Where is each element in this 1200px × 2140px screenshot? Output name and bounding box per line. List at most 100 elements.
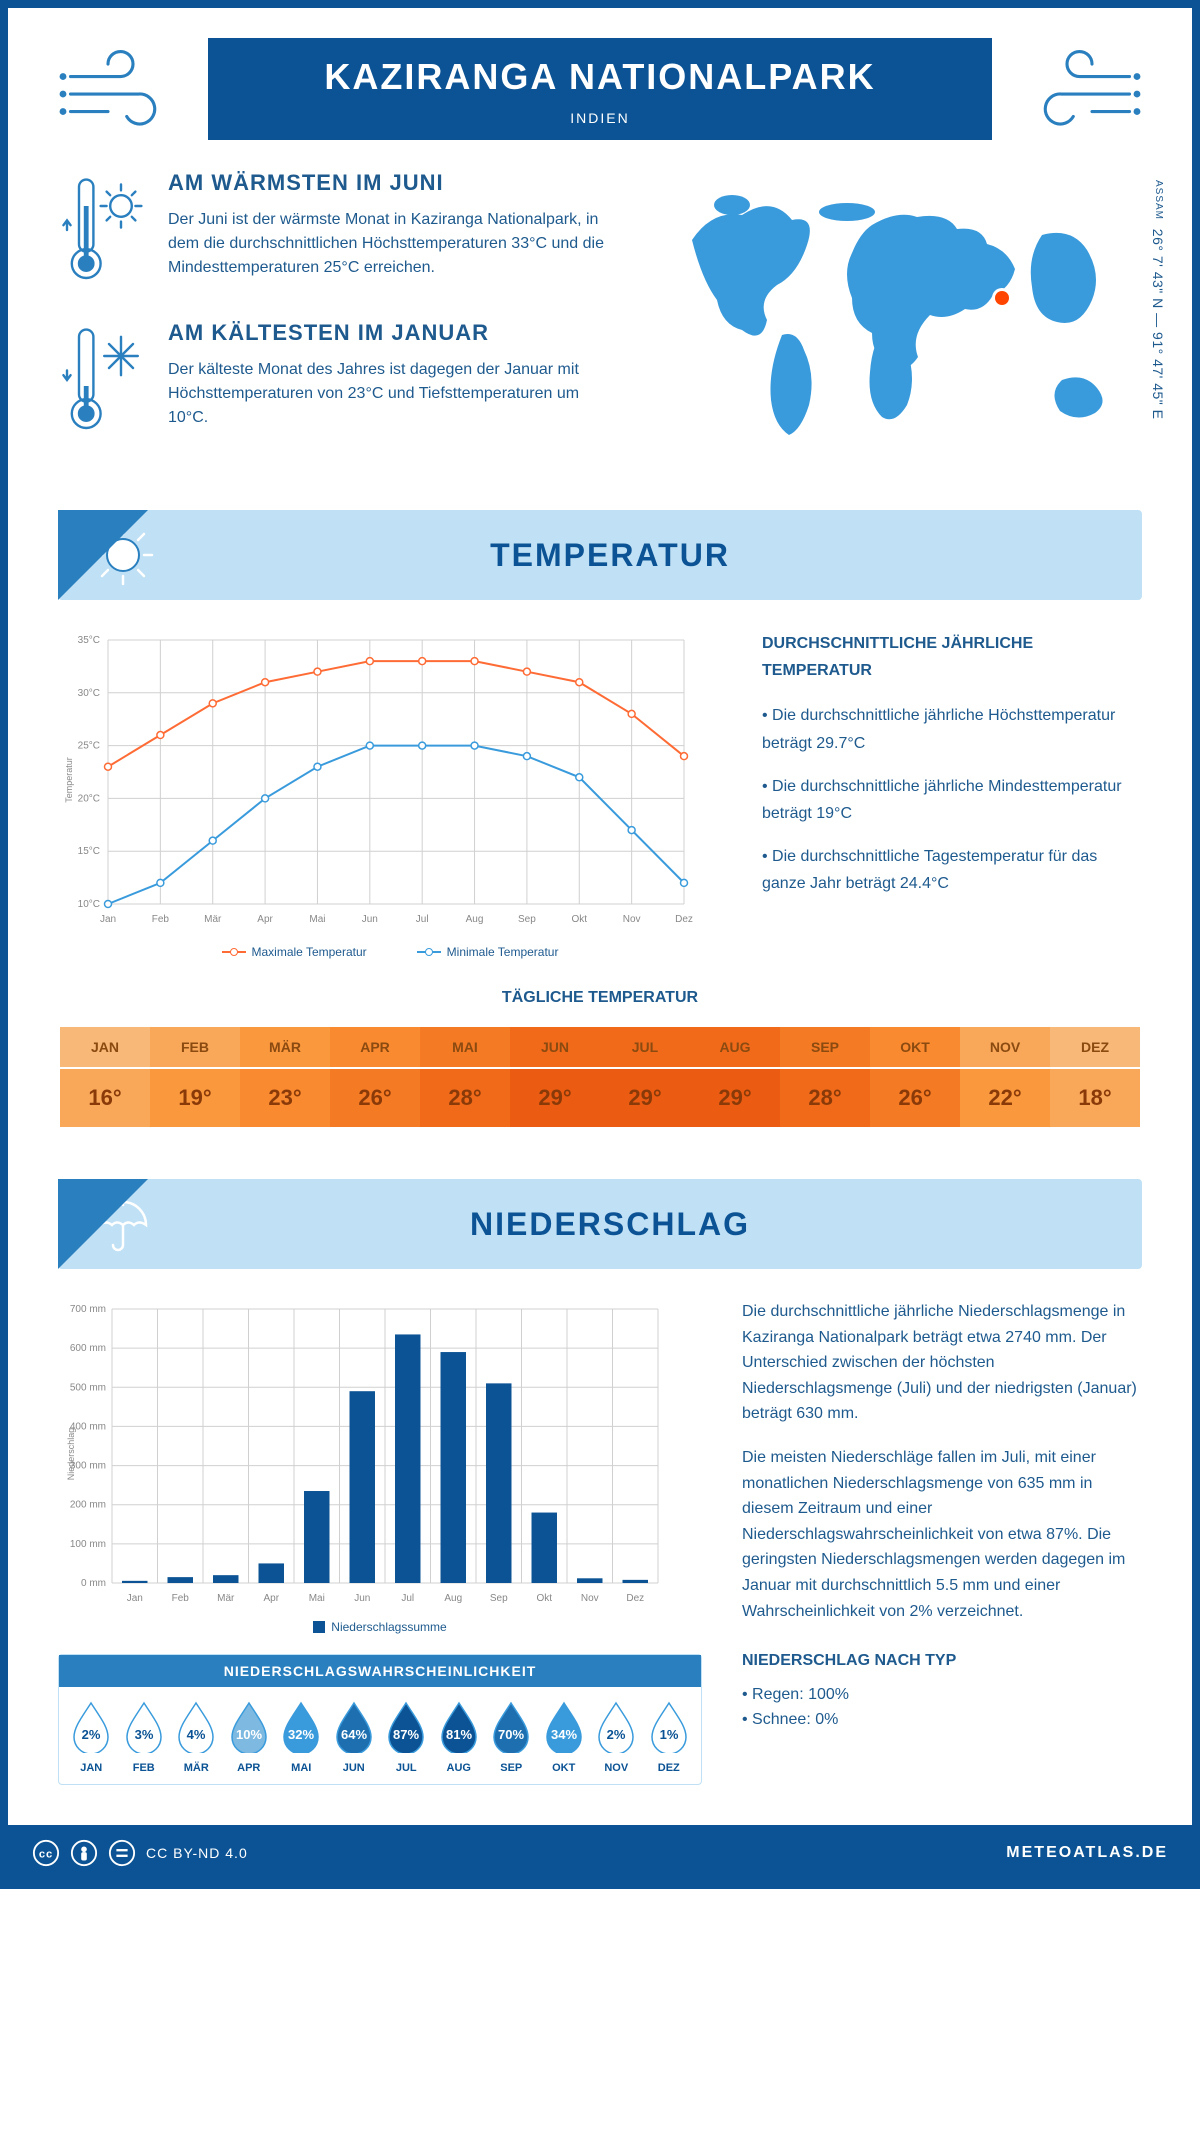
- precip-drop: 64% JUN: [328, 1699, 381, 1774]
- svg-text:100 mm: 100 mm: [70, 1539, 106, 1550]
- svg-text:Okt: Okt: [571, 914, 587, 925]
- svg-text:Sep: Sep: [518, 914, 536, 925]
- svg-text:70%: 70%: [498, 1727, 524, 1742]
- daily-temp-col: AUG29°: [690, 1027, 780, 1127]
- svg-text:10%: 10%: [236, 1727, 262, 1742]
- svg-text:20°C: 20°C: [78, 793, 100, 804]
- svg-text:Aug: Aug: [444, 1593, 462, 1604]
- precip-drop: 32% MAI: [275, 1699, 328, 1774]
- wind-icon: [58, 39, 188, 139]
- svg-text:2%: 2%: [607, 1727, 626, 1742]
- coordinates: ASSAM 26° 7' 43" N — 91° 47' 45" E: [1150, 180, 1166, 420]
- coldest-text: Der kälteste Monat des Jahres ist dagege…: [168, 358, 622, 430]
- legend-max: Maximale Temperatur: [252, 945, 367, 959]
- temperature-info: DURCHSCHNITTLICHE JÄHRLICHE TEMPERATUR •…: [762, 630, 1142, 959]
- daily-temp-col: SEP28°: [780, 1027, 870, 1127]
- thermometer-cold-icon: [58, 320, 148, 440]
- title-block: KAZIRANGA NATIONALPARK INDIEN: [208, 38, 992, 140]
- precip-drop: 2% JAN: [65, 1699, 118, 1774]
- by-icon: [70, 1839, 98, 1867]
- svg-text:Nov: Nov: [623, 914, 641, 925]
- svg-text:Dez: Dez: [675, 914, 693, 925]
- svg-text:Jan: Jan: [127, 1593, 143, 1604]
- svg-text:35°C: 35°C: [78, 635, 100, 646]
- svg-text:Apr: Apr: [257, 914, 273, 925]
- svg-text:Mär: Mär: [217, 1593, 235, 1604]
- svg-text:Mai: Mai: [309, 914, 325, 925]
- precip-drop: 1% DEZ: [643, 1699, 696, 1774]
- svg-text:64%: 64%: [341, 1727, 367, 1742]
- svg-text:3%: 3%: [134, 1727, 153, 1742]
- svg-text:1%: 1%: [659, 1727, 678, 1742]
- svg-text:Okt: Okt: [536, 1593, 552, 1604]
- precip-drop: 70% SEP: [485, 1699, 538, 1774]
- precip-probability-box: NIEDERSCHLAGSWAHRSCHEINLICHKEIT 2% JAN 3…: [58, 1654, 702, 1785]
- svg-text:200 mm: 200 mm: [70, 1500, 106, 1511]
- warmest-block: AM WÄRMSTEN IM JUNI Der Juni ist der wär…: [58, 170, 622, 290]
- precip-drop: 3% FEB: [118, 1699, 171, 1774]
- daily-temp-col: FEB19°: [150, 1027, 240, 1127]
- nd-icon: [108, 1839, 136, 1867]
- precip-drop: 4% MÄR: [170, 1699, 223, 1774]
- svg-text:Apr: Apr: [263, 1593, 279, 1604]
- svg-text:Feb: Feb: [172, 1593, 190, 1604]
- coldest-block: AM KÄLTESTEN IM JANUAR Der kälteste Mona…: [58, 320, 622, 440]
- precipitation-text: Die durchschnittliche jährliche Niedersc…: [742, 1299, 1142, 1785]
- svg-text:34%: 34%: [551, 1727, 577, 1742]
- svg-text:87%: 87%: [393, 1727, 419, 1742]
- cc-icon: cc: [32, 1839, 60, 1867]
- daily-temp-col: JUN29°: [510, 1027, 600, 1127]
- daily-temp-col: APR26°: [330, 1027, 420, 1127]
- svg-text:25°C: 25°C: [78, 741, 100, 752]
- thermometer-hot-icon: [58, 170, 148, 290]
- svg-text:30°C: 30°C: [78, 688, 100, 699]
- page-subtitle: INDIEN: [218, 110, 982, 126]
- daily-temp-col: DEZ18°: [1050, 1027, 1140, 1127]
- svg-text:Mai: Mai: [309, 1593, 325, 1604]
- daily-temp-col: NOV22°: [960, 1027, 1050, 1127]
- warmest-text: Der Juni ist der wärmste Monat in Kazira…: [168, 208, 622, 280]
- svg-text:Dez: Dez: [626, 1593, 644, 1604]
- temperature-chart: 10°C15°C20°C25°C30°C35°CJanFebMärAprMaiJ…: [58, 630, 722, 959]
- temperature-section-head: TEMPERATUR: [58, 510, 1142, 600]
- svg-text:Jul: Jul: [416, 914, 429, 925]
- daily-temp-col: MAI28°: [420, 1027, 510, 1127]
- warmest-title: AM WÄRMSTEN IM JUNI: [168, 170, 622, 196]
- precipitation-title: NIEDERSCHLAG: [168, 1206, 1142, 1243]
- svg-text:600 mm: 600 mm: [70, 1343, 106, 1354]
- svg-text:15°C: 15°C: [78, 846, 100, 857]
- svg-text:Jun: Jun: [362, 914, 378, 925]
- svg-text:Feb: Feb: [152, 914, 170, 925]
- svg-text:Jan: Jan: [100, 914, 116, 925]
- svg-text:2%: 2%: [82, 1727, 101, 1742]
- svg-text:cc: cc: [39, 1849, 53, 1861]
- svg-text:Jun: Jun: [354, 1593, 370, 1604]
- daily-temp-col: JAN16°: [60, 1027, 150, 1127]
- svg-text:Jul: Jul: [401, 1593, 414, 1604]
- precip-drop: 34% OKT: [538, 1699, 591, 1774]
- wind-icon: [1012, 39, 1142, 139]
- svg-text:0 mm: 0 mm: [81, 1578, 106, 1589]
- legend-precip: Niederschlagssumme: [331, 1620, 446, 1634]
- site-name: METEOATLAS.DE: [1006, 1844, 1168, 1862]
- svg-text:32%: 32%: [288, 1727, 314, 1742]
- license-text: CC BY-ND 4.0: [146, 1845, 248, 1861]
- header: KAZIRANGA NATIONALPARK INDIEN: [58, 38, 1142, 140]
- svg-text:Temperatur: Temperatur: [64, 757, 74, 803]
- precipitation-chart: 0 mm100 mm200 mm300 mm400 mm500 mm600 mm…: [58, 1299, 702, 1785]
- svg-text:81%: 81%: [446, 1727, 472, 1742]
- world-map: ASSAM 26° 7' 43" N — 91° 47' 45" E: [662, 170, 1142, 470]
- daily-temp-table: JAN16°FEB19°MÄR23°APR26°MAI28°JUN29°JUL2…: [58, 1025, 1142, 1129]
- precip-drop: 87% JUL: [380, 1699, 433, 1774]
- coldest-title: AM KÄLTESTEN IM JANUAR: [168, 320, 622, 346]
- precip-drop: 2% NOV: [590, 1699, 643, 1774]
- footer: cc CC BY-ND 4.0 METEOATLAS.DE: [8, 1825, 1192, 1881]
- svg-text:4%: 4%: [187, 1727, 206, 1742]
- daily-temp-col: MÄR23°: [240, 1027, 330, 1127]
- page-title: KAZIRANGA NATIONALPARK: [218, 56, 982, 98]
- precipitation-section-head: NIEDERSCHLAG: [58, 1179, 1142, 1269]
- daily-temp-col: JUL29°: [600, 1027, 690, 1127]
- precip-drop: 10% APR: [223, 1699, 276, 1774]
- temperature-title: TEMPERATUR: [168, 537, 1142, 574]
- svg-text:Mär: Mär: [204, 914, 222, 925]
